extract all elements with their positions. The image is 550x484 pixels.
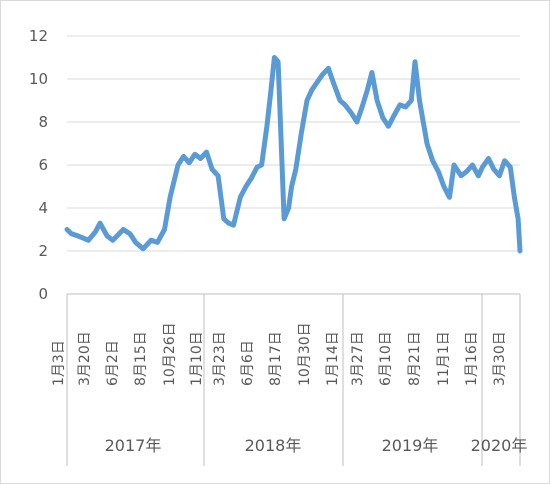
x-tick-label: 10月26日 [162,322,178,386]
y-tick-label: 6 [38,156,48,174]
y-tick-label: 8 [38,113,48,131]
y-tick-label: 4 [38,199,48,217]
x-tick-label: 8月15日 [133,331,149,386]
x-tick-label: 3月23日 [212,331,228,386]
y-tick-label: 0 [38,285,48,303]
year-label: 2020年 [471,436,528,455]
x-tick-label: 8月17日 [268,331,284,386]
x-tick-label: 3月20日 [77,331,93,386]
year-label: 2019年 [382,436,439,455]
x-tick-label: 11月1日 [436,331,452,386]
x-tick-label: 6月10日 [378,331,394,386]
x-tick-label: 3月30日 [492,331,508,386]
y-axis-ticks: 0 2 4 6 8 10 12 [29,27,48,303]
x-tick-label: 3月27日 [350,331,366,386]
y-tick-label: 2 [38,242,48,260]
x-tick-label: 8月21日 [407,331,423,386]
x-tick-label: 6月2日 [105,340,121,386]
y-tick-label: 12 [29,27,48,45]
series-layer [64,55,523,254]
y-tick-label: 10 [29,70,48,88]
x-tick-label: 1月10日 [189,331,205,386]
x-tick-label: 1月3日 [51,340,67,386]
x-axis: 1月3日 3月20日 6月2日 8月15日 10月26日 1月10日 3月23日 6月6日 8月… [51,293,528,466]
year-label: 2018年 [245,436,302,455]
series-line [64,55,523,254]
x-tick-label: 10月30日 [297,322,313,386]
year-label: 2017年 [105,436,162,455]
x-tick-label: 6月6日 [240,340,256,386]
x-tick-label: 1月16日 [464,331,480,386]
x-tick-label: 1月14日 [325,331,341,386]
